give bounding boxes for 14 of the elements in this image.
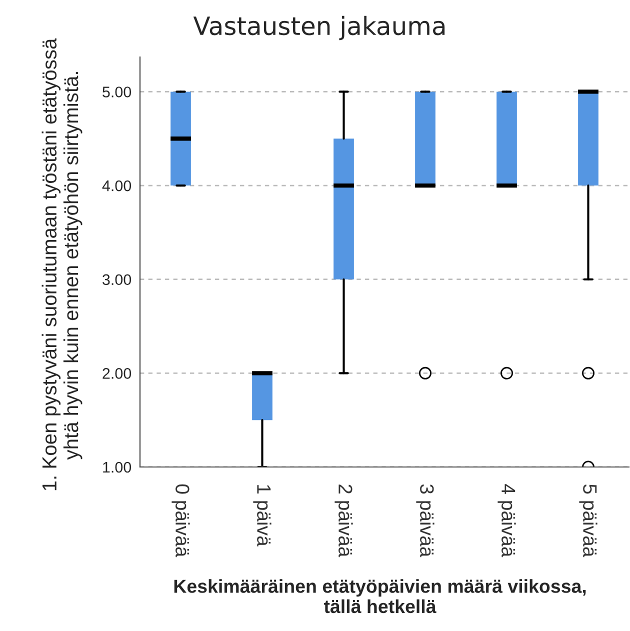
y-tick-label: 4.00 xyxy=(102,180,132,192)
y-axis-title: 1. Koen pystyväni suoriutumaan työstäni etätyössä yhtä hyvin kuin ennen etätyöhön siirtymistä. xyxy=(42,38,82,490)
x-tick-label: 1 päivä xyxy=(253,485,272,546)
y-tick-label: 5.00 xyxy=(102,86,132,98)
x-tick-label: 0 päivää xyxy=(172,484,190,558)
y-tick-label: 2.00 xyxy=(102,368,132,379)
x-tick-label: 3 päivää xyxy=(416,484,434,558)
x-axis-title: Keskimääräinen etätyöpäivien määrä viikossa, tällä hetkellä xyxy=(174,579,586,614)
y-tick-label: 3.00 xyxy=(102,274,132,286)
chart-title: Vastausten jakauma xyxy=(193,16,445,40)
x-tick-label: 5 päivää xyxy=(579,484,598,558)
x-tick-label: 2 päivää xyxy=(334,484,353,558)
x-tick-label: 4 päivää xyxy=(498,484,516,558)
y-tick-label: 1.00 xyxy=(103,462,132,473)
